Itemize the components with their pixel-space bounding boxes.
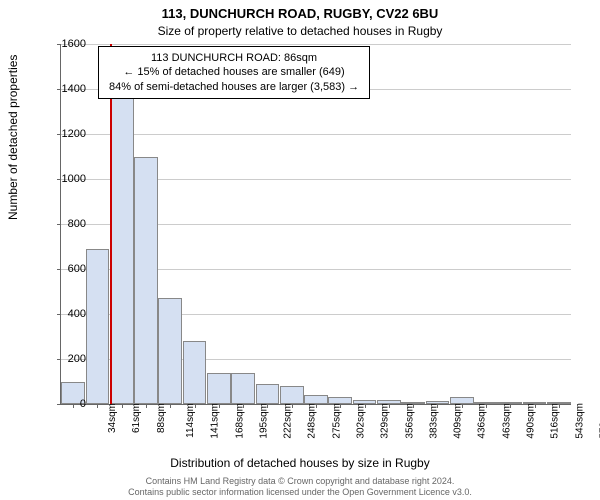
xtick-label: 516sqm — [550, 403, 561, 439]
ytick-label: 0 — [46, 398, 86, 410]
xtick-label: 141sqm — [210, 403, 221, 439]
xtick-label: 114sqm — [185, 403, 196, 438]
chart-title-sub: Size of property relative to detached ho… — [0, 24, 600, 38]
xtick-mark — [219, 404, 220, 408]
xtick-label: 436sqm — [477, 403, 488, 439]
xtick-label: 34sqm — [107, 403, 118, 433]
histogram-bar — [110, 87, 134, 404]
xtick-mark — [365, 404, 366, 408]
xtick-mark — [340, 404, 341, 408]
xtick-label: 543sqm — [574, 403, 585, 439]
ytick-label: 1000 — [46, 173, 86, 185]
xtick-mark — [316, 404, 317, 408]
xtick-mark — [195, 404, 196, 408]
histogram-bar — [231, 373, 255, 405]
histogram-bar — [134, 157, 158, 405]
xtick-mark — [559, 404, 560, 408]
xtick-mark — [122, 404, 123, 408]
histogram-bar — [86, 249, 110, 404]
xtick-mark — [267, 404, 268, 408]
chart-info-box: 113 DUNCHURCH ROAD: 86sqm ← 15% of detac… — [98, 46, 370, 99]
xtick-label: 329sqm — [380, 403, 391, 439]
histogram-bar — [450, 397, 474, 404]
footer-line-1: Contains HM Land Registry data © Crown c… — [0, 476, 600, 487]
x-axis-label: Distribution of detached houses by size … — [0, 456, 600, 470]
xtick-mark — [486, 404, 487, 408]
info-line-1: 113 DUNCHURCH ROAD: 86sqm — [109, 51, 359, 65]
ytick-label: 1200 — [46, 128, 86, 140]
xtick-label: 248sqm — [307, 403, 318, 439]
info-line-3: 84% of semi-detached houses are larger (… — [109, 80, 359, 94]
xtick-label: 490sqm — [526, 403, 537, 439]
histogram-bar — [183, 341, 207, 404]
histogram-bar — [256, 384, 280, 404]
ytick-label: 200 — [46, 353, 86, 365]
xtick-label: 222sqm — [283, 403, 294, 439]
info-line-2: ← 15% of detached houses are smaller (64… — [109, 65, 359, 79]
xtick-label: 168sqm — [234, 403, 245, 439]
xtick-mark — [437, 404, 438, 408]
xtick-mark — [413, 404, 414, 408]
xtick-mark — [389, 404, 390, 408]
xtick-label: 409sqm — [453, 403, 464, 439]
xtick-mark — [170, 404, 171, 408]
xtick-mark — [146, 404, 147, 408]
xtick-label: 88sqm — [156, 403, 167, 433]
ytick-label: 1600 — [46, 38, 86, 50]
histogram-bar — [158, 298, 182, 404]
chart-title-main: 113, DUNCHURCH ROAD, RUGBY, CV22 6BU — [0, 6, 600, 21]
xtick-mark — [462, 404, 463, 408]
gridline — [61, 134, 571, 135]
chart-footer: Contains HM Land Registry data © Crown c… — [0, 476, 600, 498]
ytick-label: 1400 — [46, 83, 86, 95]
histogram-bar — [304, 395, 328, 404]
histogram-bar — [280, 386, 304, 404]
xtick-label: 356sqm — [404, 403, 415, 439]
xtick-mark — [535, 404, 536, 408]
xtick-label: 302sqm — [356, 403, 367, 439]
gridline — [61, 44, 571, 45]
ytick-label: 600 — [46, 263, 86, 275]
xtick-label: 463sqm — [501, 403, 512, 439]
y-axis-label: Number of detached properties — [6, 55, 20, 220]
histogram-bar — [328, 397, 352, 404]
xtick-label: 383sqm — [428, 403, 439, 439]
xtick-mark — [292, 404, 293, 408]
xtick-label: 61sqm — [131, 403, 142, 433]
histogram-bar — [207, 373, 231, 405]
ytick-label: 800 — [46, 218, 86, 230]
chart-container: 113, DUNCHURCH ROAD, RUGBY, CV22 6BU Siz… — [0, 0, 600, 500]
ytick-label: 400 — [46, 308, 86, 320]
xtick-label: 195sqm — [258, 403, 269, 439]
xtick-mark — [510, 404, 511, 408]
xtick-mark — [243, 404, 244, 408]
xtick-mark — [97, 404, 98, 408]
footer-line-2: Contains public sector information licen… — [0, 487, 600, 498]
xtick-label: 275sqm — [331, 403, 342, 439]
